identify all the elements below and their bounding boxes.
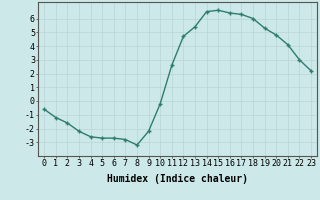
X-axis label: Humidex (Indice chaleur): Humidex (Indice chaleur): [107, 174, 248, 184]
